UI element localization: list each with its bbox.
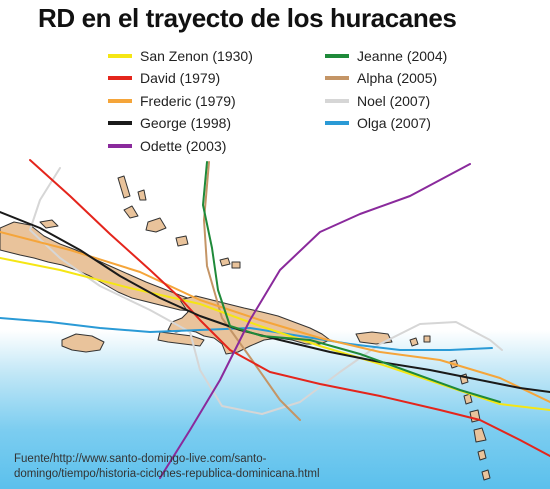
legend-label: Frederic (1979) <box>140 93 236 109</box>
legend-item-san-zenon: San Zenon (1930) <box>108 46 253 66</box>
bahamas-island <box>137 189 147 201</box>
legend-item-odette: Odette (2003) <box>108 136 226 156</box>
virgin-island <box>423 335 431 343</box>
haiti-peninsula <box>157 331 205 347</box>
legend-label: Odette (2003) <box>140 138 227 154</box>
track-george <box>0 211 550 393</box>
legend-swatch <box>108 54 132 58</box>
legend-label: Olga (2007) <box>357 115 431 131</box>
track-olga <box>0 317 493 351</box>
bahamas-island <box>123 205 139 219</box>
legend-item-david: David (1979) <box>108 68 220 88</box>
hurricane-tracks <box>0 159 550 479</box>
legend-label: San Zenon (1930) <box>140 48 253 64</box>
legend-item-alpha: Alpha (2005) <box>325 68 437 88</box>
antilles-island <box>481 469 491 481</box>
legend-swatch <box>108 99 132 103</box>
turks-island <box>219 257 231 267</box>
legend-swatch <box>108 121 132 125</box>
legend-swatch <box>325 99 349 103</box>
legend-swatch <box>325 76 349 80</box>
legend-item-frederic: Frederic (1979) <box>108 91 236 111</box>
bahamas-island <box>145 217 167 233</box>
legend-label: David (1979) <box>140 70 221 86</box>
source-line-1: Fuente/http://www.santo-domingo-live.com… <box>14 453 267 465</box>
source-credit: Fuente/http://www.santo-domingo-live.com… <box>14 452 384 482</box>
legend-item-jeanne: Jeanne (2004) <box>325 46 447 66</box>
page-title: RD en el trayecto de los huracanes <box>38 3 457 33</box>
jamaica-island <box>61 333 105 353</box>
legend-swatch <box>108 144 132 148</box>
bahamas-island <box>117 175 131 199</box>
legend-item-olga: Olga (2007) <box>325 113 431 133</box>
legend-item-noel: Noel (2007) <box>325 91 430 111</box>
antilles-island <box>477 449 487 461</box>
legend-swatch <box>108 76 132 80</box>
antilles-island <box>473 427 487 443</box>
track-david <box>29 159 550 457</box>
legend-label: Alpha (2005) <box>357 70 438 86</box>
cuba-cay <box>39 219 59 229</box>
legend-label: George (1998) <box>140 115 232 131</box>
bahamas-island <box>175 235 189 247</box>
track-alpha <box>203 161 301 421</box>
track-odette <box>159 163 471 479</box>
legend-swatch <box>325 121 349 125</box>
antilles-island <box>463 393 473 405</box>
legend-label: Noel (2007) <box>357 93 431 109</box>
turks-island <box>231 261 241 269</box>
source-line-2: domingo/tiempo/historia-ciclones-republi… <box>14 468 320 480</box>
virgin-island <box>409 337 419 347</box>
track-jeanne <box>202 161 501 403</box>
track-frederic <box>0 231 550 403</box>
legend-item-george: George (1998) <box>108 113 231 133</box>
legend-swatch <box>325 54 349 58</box>
puerto-rico-island <box>355 331 393 345</box>
track-noel <box>29 167 503 415</box>
legend-label: Jeanne (2004) <box>357 48 448 64</box>
